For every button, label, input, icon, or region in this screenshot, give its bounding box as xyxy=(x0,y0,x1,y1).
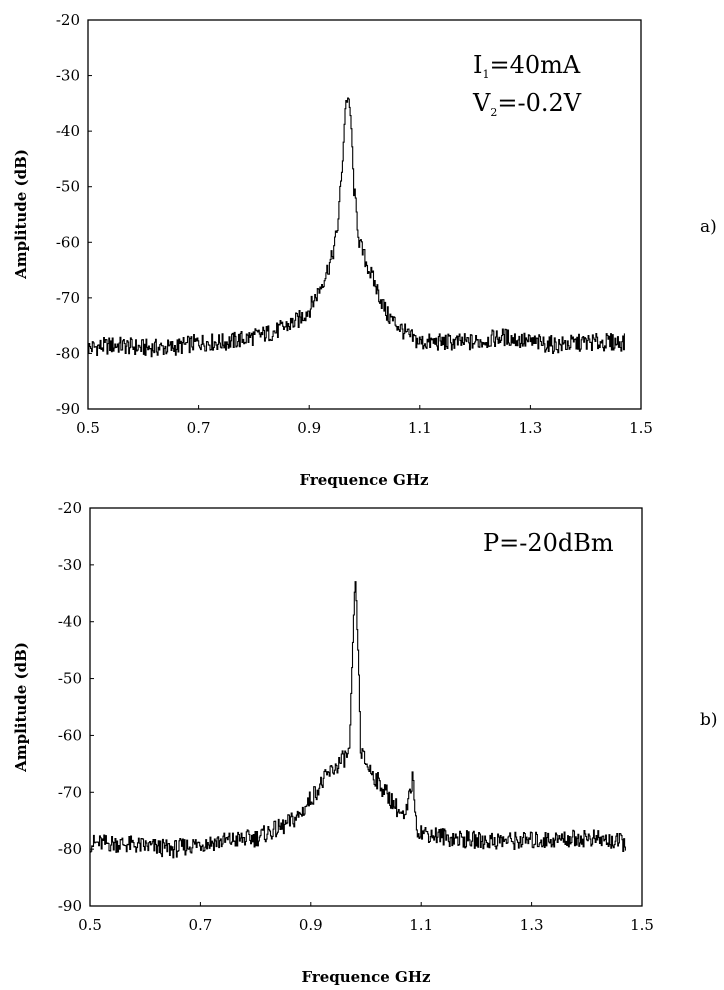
y-tick-label: -40 xyxy=(56,122,80,140)
x-tick-label: 1.5 xyxy=(630,916,654,934)
plot-frame-b xyxy=(89,507,643,907)
y-tick-label: -60 xyxy=(56,233,80,251)
y-tick-label: -80 xyxy=(56,344,80,362)
x-axis-label-a: Frequence GHz xyxy=(299,471,429,489)
x-tick-label: 1.1 xyxy=(408,419,432,437)
x-tick-label: 0.7 xyxy=(188,916,212,934)
y-tick-label: -50 xyxy=(56,178,80,196)
y-tick-label: -80 xyxy=(58,840,82,858)
y-tick-label: -70 xyxy=(58,783,82,801)
plot-frame-a xyxy=(87,19,642,410)
x-tick-label: 0.9 xyxy=(297,419,321,437)
series-line-b xyxy=(90,581,626,859)
y-tick-label: -90 xyxy=(58,897,82,915)
x-tick-label: 1.3 xyxy=(518,419,542,437)
y-tick-label: -20 xyxy=(56,11,80,29)
x-tick-label: 1.5 xyxy=(629,419,653,437)
y-tick-label: -20 xyxy=(58,499,82,517)
x-tick-label: 0.7 xyxy=(187,419,211,437)
annotation-power: P=-20dBm xyxy=(483,529,614,557)
annotation-voltage: V2=-0.2V xyxy=(472,89,582,119)
x-tick-label: 0.5 xyxy=(78,916,102,934)
x-tick-label: 1.1 xyxy=(409,916,433,934)
y-tick-label: -50 xyxy=(58,670,82,688)
y-tick-label: -30 xyxy=(56,67,80,85)
y-tick-label: -60 xyxy=(58,726,82,744)
x-tick-label: 0.5 xyxy=(76,419,100,437)
y-tick-label: -90 xyxy=(56,400,80,418)
panel-label-b: b) xyxy=(700,710,718,730)
x-tick-label: 0.9 xyxy=(299,916,323,934)
y-tick-label: -70 xyxy=(56,289,80,307)
panel-a: -20 -30 -40 -50 -60 -70 -80 -90 0.5 0.7 0.9 1.1 1.3… xyxy=(12,11,717,489)
panel-label-a: a) xyxy=(700,217,717,237)
series-line-a xyxy=(88,97,625,358)
panel-b: -20 -30 -40 -50 -60 -70 -80 -90 0.5 0.7 0.9 1.1 1.3… xyxy=(12,499,718,986)
y-axis-label-b: Amplitude (dB) xyxy=(12,642,30,773)
y-tick-label: -30 xyxy=(58,556,82,574)
x-axis-label-b: Frequence GHz xyxy=(301,968,431,986)
y-tick-label: -40 xyxy=(58,613,82,631)
annotation-current: I1=40mA xyxy=(473,51,581,81)
y-axis-label-a: Amplitude (dB) xyxy=(12,149,30,280)
x-tick-label: 1.3 xyxy=(520,916,544,934)
